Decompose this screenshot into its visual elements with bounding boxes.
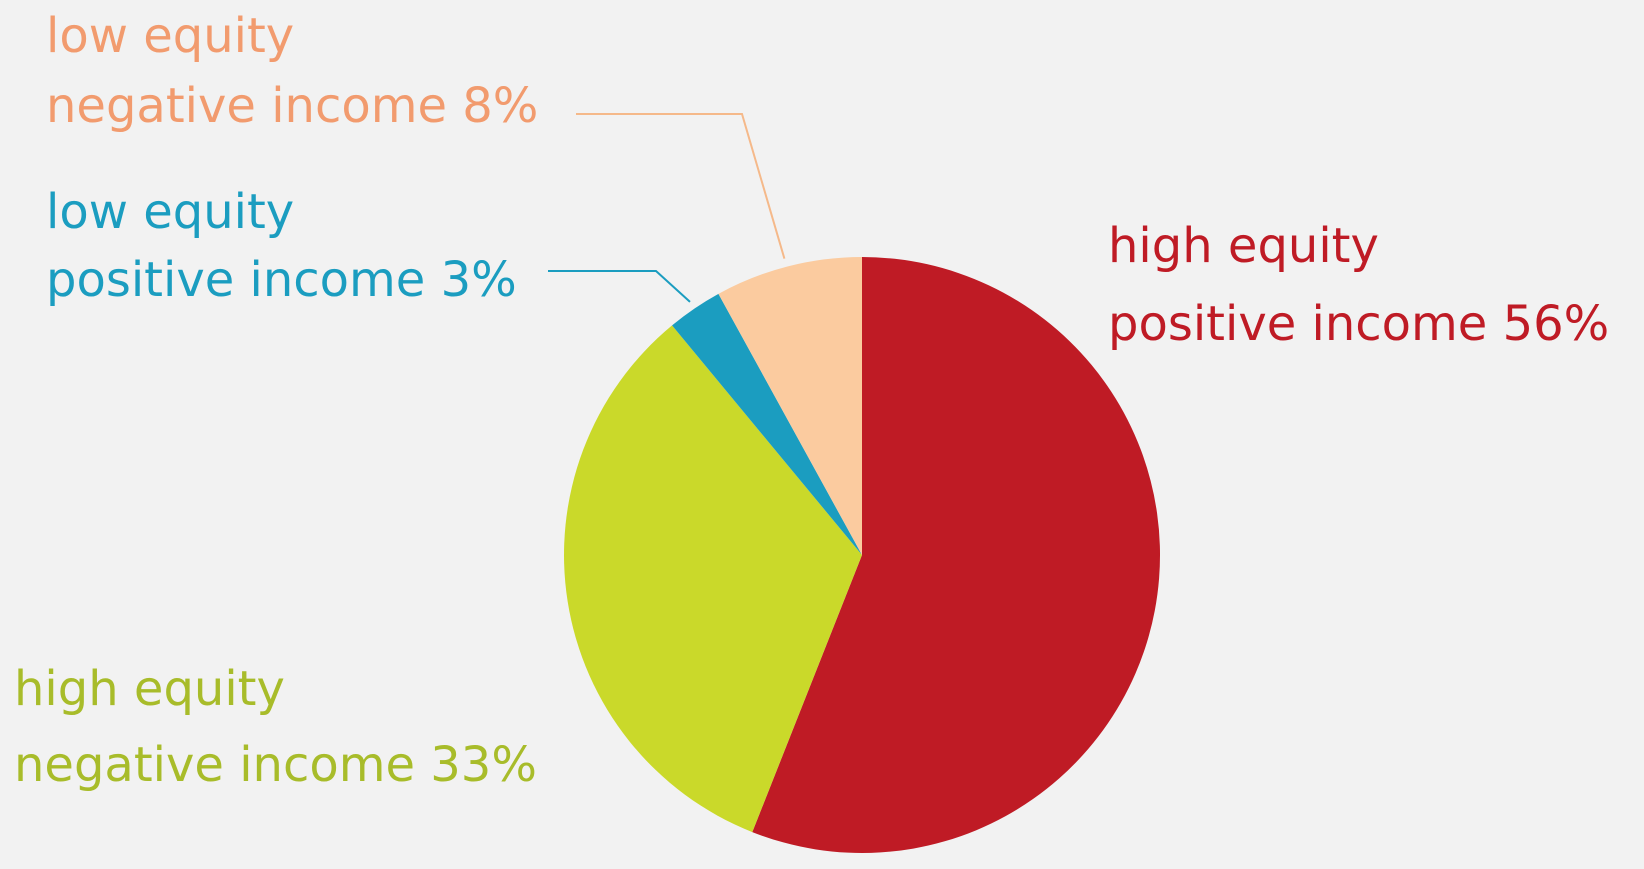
label-low-equity-negative-income-line1: low equity <box>46 8 294 64</box>
label-low-equity-negative-income-line2: negative income 8% <box>46 78 538 134</box>
leader-lines <box>548 113 786 303</box>
label-high-equity-negative-income-line1: high equity <box>14 661 285 717</box>
label-low-equity-positive-income-line2: positive income 3% <box>46 252 517 308</box>
label-high-equity-positive-income-line1: high equity <box>1108 218 1379 274</box>
pie-slice-high-equity-negative-income <box>564 325 862 833</box>
pie-slice-high-equity-positive-income <box>752 256 1161 853</box>
pie-slice-low-equity-positive-income <box>672 293 862 555</box>
leader-line-low-equity-negative-income <box>576 113 786 259</box>
leader-line-low-equity-positive-income <box>548 270 691 303</box>
label-low-equity-positive-income-line1: low equity <box>46 184 294 240</box>
label-high-equity-negative-income-line2: negative income 33% <box>14 737 537 793</box>
pie-slices <box>564 256 1161 853</box>
pie-slice-low-equity-negative-income <box>718 257 862 555</box>
label-high-equity-positive-income-line2: positive income 56% <box>1108 296 1609 352</box>
